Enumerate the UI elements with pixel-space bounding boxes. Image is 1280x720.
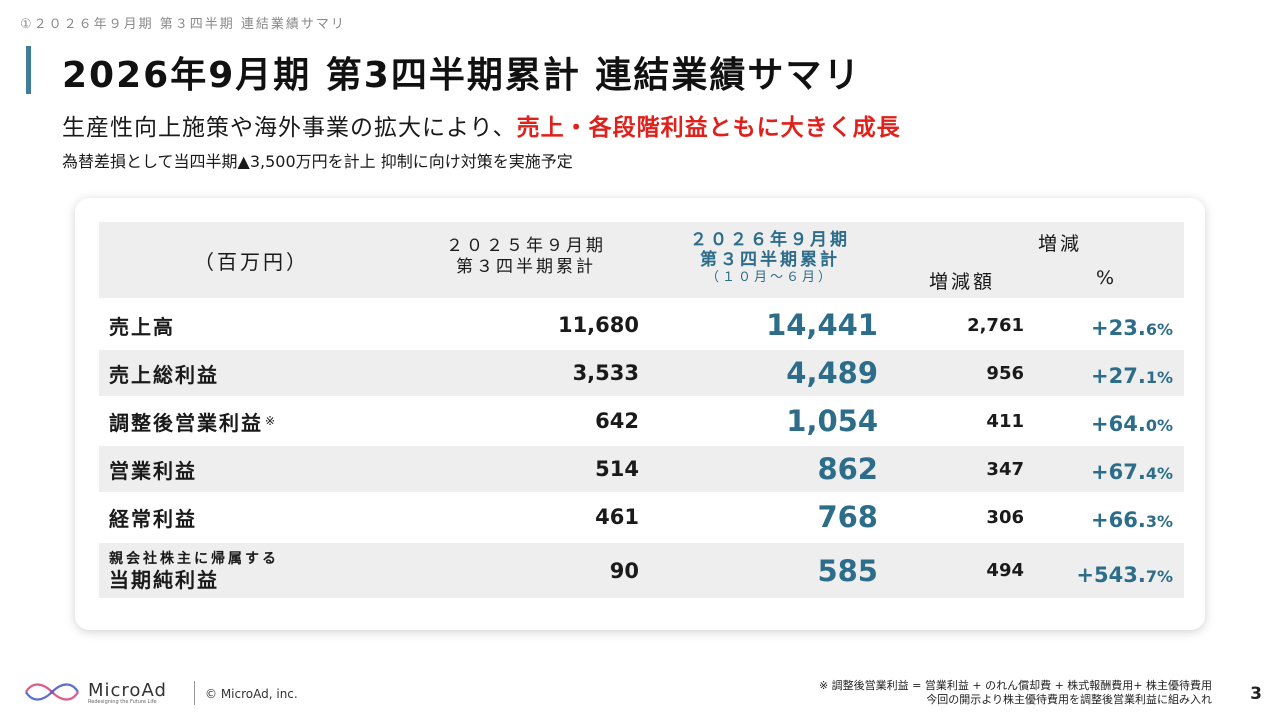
footer-divider (194, 681, 195, 705)
footnote: ※ 調整後営業利益 = 営業利益 + のれん償却費 + 株式報酬費用+ 株主優待… (819, 679, 1212, 707)
prev-value: 11,680 (557, 313, 639, 337)
subtitle-prefix: 生産性向上施策や海外事業の拡大により、 (62, 115, 517, 141)
pct-int: +66. (1091, 508, 1146, 532)
diff-amount: 347 (986, 458, 1024, 480)
row-label: 親会社株主に帰属する 当期純利益 (109, 543, 279, 598)
logo-text: MicroAd (88, 680, 167, 701)
row-label: 経常利益 (109, 506, 197, 531)
pct-dec: 1% (1145, 368, 1173, 387)
pct-int: +23. (1091, 316, 1146, 340)
prev-header-line1: ２０２５年９月期 (446, 236, 606, 256)
pct-int: +64. (1091, 412, 1146, 436)
cur-header-line1: ２０２６年９月期 (690, 230, 850, 250)
diff-pct-header: % (1095, 267, 1115, 289)
pct-dec: 6% (1145, 320, 1173, 339)
prev-value: 642 (595, 409, 639, 433)
row-label: 調整後営業利益 ※ (109, 398, 277, 444)
diff-header: 増減 (1037, 233, 1082, 255)
pct-dec: 0% (1145, 416, 1173, 435)
table-row: 営業利益 514 862 347 +67. 4% (99, 446, 1184, 492)
diff-amount: 306 (986, 506, 1024, 528)
table-row: 経常利益 461 768 306 +66. 3% (99, 494, 1184, 540)
row-label-text: 調整後営業利益 (109, 410, 263, 435)
row-label-line2: 当期純利益 (109, 567, 219, 592)
table-row: 売上総利益 3,533 4,489 956 +27. 1% (99, 350, 1184, 396)
logo-tagline: Redesigning the Future Life (88, 699, 157, 705)
current-value: 862 (817, 452, 878, 486)
breadcrumb: ①２０２６年９月期 第３四半期 連結業績サマリ (20, 17, 346, 32)
page-number: 3 (1250, 684, 1262, 704)
prev-value: 3,533 (572, 361, 639, 385)
row-label: 営業利益 (109, 458, 197, 483)
page-title: 2026年9月期 第3四半期累計 連結業績サマリ (62, 55, 862, 96)
prev-value: 514 (595, 457, 639, 481)
pct-dec: 3% (1145, 512, 1173, 531)
cur-header-line3: （１０月～６月） (705, 270, 834, 285)
pct-dec: 7% (1145, 567, 1173, 586)
footnote-mark: ※ (265, 414, 278, 428)
diff-pct: +64. 0% (1091, 398, 1173, 444)
pct-int: +543. (1076, 563, 1146, 587)
subtitle: 生産性向上施策や海外事業の拡大により、売上・各段階利益ともに大きく成長 (62, 108, 901, 142)
prev-header-line2: 第３四半期累計 (456, 257, 596, 277)
prev-value: 461 (595, 505, 639, 529)
table-row: 売上高 11,680 14,441 2,761 +23. 6% (99, 302, 1184, 348)
row-label: 売上高 (109, 314, 175, 339)
subtitle-highlight: 売上・各段階利益ともに大きく成長 (516, 115, 901, 141)
diff-pct: +67. 4% (1091, 446, 1173, 492)
current-value: 768 (817, 500, 878, 534)
current-value: 14,441 (766, 308, 878, 342)
copyright: © MicroAd, inc. (205, 687, 298, 701)
diff-amount: 2,761 (967, 314, 1024, 336)
footnote-line1: ※ 調整後営業利益 = 営業利益 + のれん償却費 + 株式報酬費用+ 株主優待… (818, 679, 1212, 692)
table-header (99, 222, 1184, 298)
cur-header-line2: 第３四半期累計 (700, 250, 840, 270)
footnote-line2: 今回の開示より株主優待費用を調整後営業利益に組み入れ (926, 693, 1212, 706)
diff-amount: 411 (986, 410, 1024, 432)
title-accent-bar (26, 46, 31, 94)
current-value: 4,489 (786, 356, 878, 390)
fx-note: 為替差損として当四半期▲3,500万円を計上 抑制に向け対策を実施予定 (62, 152, 573, 171)
pct-int: +27. (1091, 364, 1146, 388)
table-row: 親会社株主に帰属する 当期純利益 90 585 494 +543. 7% (99, 543, 1184, 598)
microad-logo-icon (25, 683, 79, 701)
prev-period-header: ２０２５年９月期 第３四半期累計 (404, 236, 648, 278)
row-label: 売上総利益 (109, 362, 219, 387)
prev-value: 90 (609, 558, 639, 583)
diff-pct: +27. 1% (1091, 350, 1173, 396)
pct-dec: 4% (1145, 464, 1173, 483)
diff-pct: +543. 7% (1076, 543, 1173, 598)
table-row: 調整後営業利益 ※ 642 1,054 411 +64. 0% (99, 398, 1184, 444)
diff-pct: +23. 6% (1091, 302, 1173, 348)
current-period-header: ２０２６年９月期 第３四半期累計 （１０月～６月） (650, 230, 890, 286)
unit-header: （百万円） (194, 249, 309, 274)
pct-int: +67. (1091, 460, 1146, 484)
current-value: 1,054 (786, 404, 878, 438)
row-label-line1: 親会社株主に帰属する (109, 550, 279, 567)
diff-pct: +66. 3% (1091, 494, 1173, 540)
current-value: 585 (817, 553, 878, 588)
diff-amount-header: 増減額 (928, 271, 995, 293)
diff-amount: 494 (986, 560, 1024, 581)
diff-amount: 956 (986, 362, 1024, 384)
